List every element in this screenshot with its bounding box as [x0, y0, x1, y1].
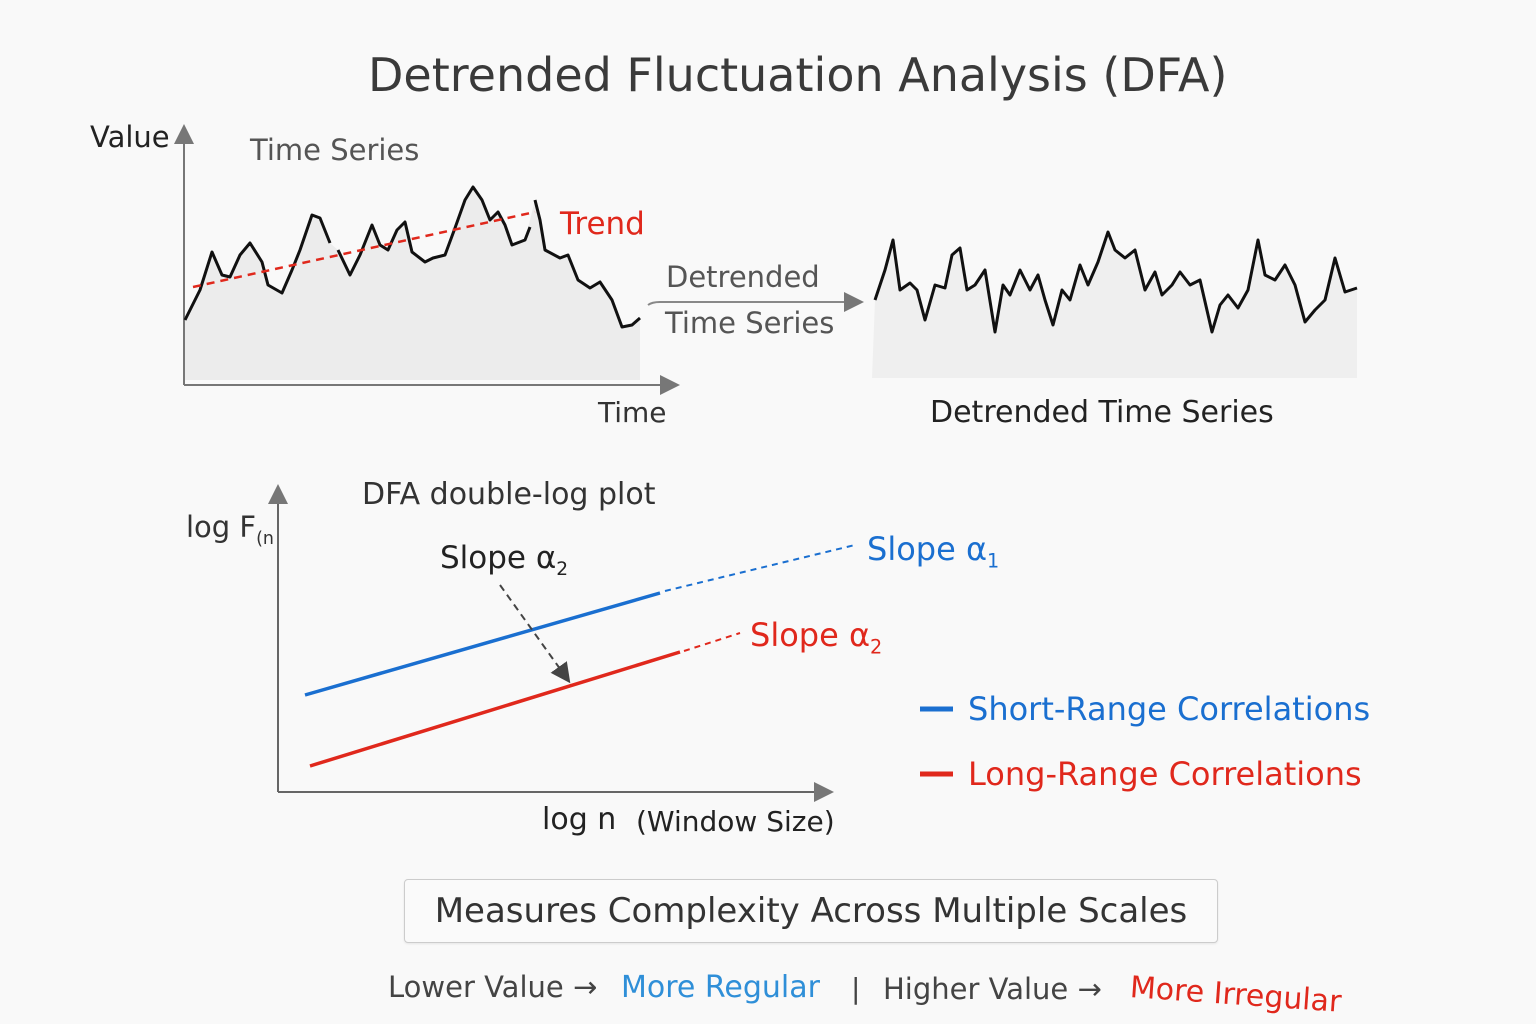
- annotation-text: Slope α: [440, 540, 557, 576]
- slope2-sub: 2: [870, 635, 883, 659]
- blue-fit-extension: [664, 544, 856, 592]
- annotation-arrow: [499, 584, 571, 684]
- dfa-y-label-text: log F: [186, 510, 257, 544]
- top-y-label: Value: [90, 120, 170, 154]
- slope1-text: Slope α: [867, 530, 988, 568]
- footer-separator: |: [851, 972, 861, 1005]
- slope2-text: Slope α: [750, 616, 871, 654]
- legend-long-range: Long-Range Correlations: [968, 755, 1362, 793]
- slope1-sub: 1: [987, 549, 1000, 573]
- detrended-series-fill: [872, 232, 1357, 378]
- red-fit-line: [309, 650, 681, 768]
- detrend-label-1: Detrended: [666, 260, 820, 294]
- slope2-label: Slope α2: [750, 616, 882, 658]
- annotation-label: Slope α2: [440, 540, 568, 580]
- summary-box: Measures Complexity Across Multiple Scal…: [404, 879, 1218, 943]
- dfa-x-label: log n: [542, 802, 617, 837]
- detrend-label-2: Time Series: [665, 306, 835, 340]
- dfa-y-label: log F(n: [186, 510, 274, 549]
- page-title: Detrended Fluctuation Analysis (DFA): [368, 48, 1228, 102]
- detrended-series-line: [873, 230, 1358, 334]
- legend-short-range: Short-Range Correlations: [968, 690, 1371, 728]
- dfa-plot-title: DFA double-log plot: [362, 477, 656, 512]
- footer-higher: Higher Value →: [883, 972, 1102, 1006]
- trend-label: Trend: [560, 206, 645, 242]
- trend-line: [192, 210, 536, 289]
- top-x-label: Time: [598, 396, 667, 429]
- footer-regular: More Regular: [621, 970, 820, 1005]
- detrend-arrow: [647, 292, 864, 312]
- red-fit-extension: [683, 632, 741, 652]
- time-series-label: Time Series: [250, 133, 420, 167]
- annotation-sub: 2: [556, 559, 569, 581]
- blue-fit-line: [304, 591, 661, 697]
- dfa-y-label-sub: (n: [256, 528, 274, 549]
- footer-lower: Lower Value →: [388, 970, 598, 1004]
- slope1-label: Slope α1: [867, 530, 999, 572]
- detrended-caption: Detrended Time Series: [930, 395, 1274, 430]
- summary-text: Measures Complexity Across Multiple Scal…: [434, 891, 1188, 931]
- time-series-line: [183, 185, 641, 329]
- dfa-x-label-note: (Window Size): [636, 805, 835, 838]
